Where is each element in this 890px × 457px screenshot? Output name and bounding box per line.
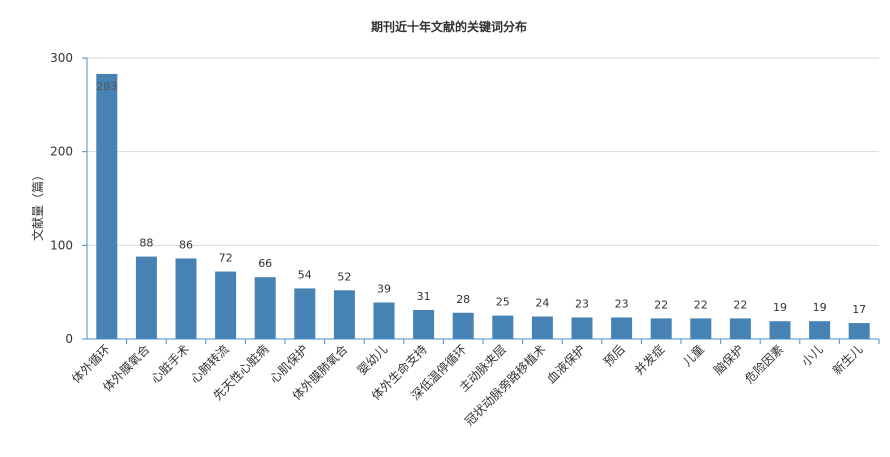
bar bbox=[175, 258, 197, 339]
data-label: 28 bbox=[456, 293, 470, 306]
data-label: 22 bbox=[694, 298, 708, 311]
bar bbox=[333, 290, 355, 339]
x-tick-label: 危险因素 bbox=[742, 342, 787, 387]
y-tick-label: 100 bbox=[50, 238, 73, 252]
bar bbox=[729, 318, 751, 339]
data-label: 23 bbox=[575, 297, 589, 310]
y-axis-label: 文献量（篇） bbox=[30, 169, 45, 241]
bar bbox=[690, 318, 712, 339]
bar bbox=[531, 316, 553, 339]
x-tick-label: 脑保护 bbox=[711, 342, 746, 377]
data-label: 22 bbox=[733, 298, 747, 311]
bar bbox=[413, 309, 435, 339]
data-label: 22 bbox=[654, 298, 668, 311]
data-label: 52 bbox=[337, 270, 351, 283]
bar bbox=[650, 318, 672, 339]
bar bbox=[611, 317, 633, 339]
data-label: 23 bbox=[615, 297, 629, 310]
bar bbox=[848, 323, 870, 339]
chart-title: 期刊近十年文献的关键词分布 bbox=[371, 19, 527, 34]
data-label: 31 bbox=[417, 290, 431, 303]
bar bbox=[769, 321, 791, 339]
bar bbox=[96, 73, 118, 339]
grid-lines bbox=[87, 57, 879, 246]
x-tick-label: 并发症 bbox=[631, 342, 667, 378]
data-label: 88 bbox=[139, 237, 153, 250]
y-tick-label: 0 bbox=[65, 332, 73, 346]
data-label: 72 bbox=[219, 252, 233, 265]
data-label: 17 bbox=[852, 303, 866, 316]
data-label: 66 bbox=[258, 257, 272, 270]
x-tick-label: 小儿 bbox=[799, 342, 826, 369]
y-axis-ticks: 0 100 200 300 bbox=[50, 51, 87, 346]
bar bbox=[492, 315, 514, 339]
bar bbox=[373, 302, 395, 339]
bar bbox=[215, 271, 237, 339]
bar bbox=[294, 288, 316, 339]
bar bbox=[809, 321, 831, 339]
bar bbox=[135, 256, 157, 339]
y-tick-label: 200 bbox=[50, 145, 73, 159]
x-tick-label: 心脏手术 bbox=[148, 342, 193, 387]
x-tick-label: 新生儿 bbox=[829, 342, 865, 378]
x-tick-label: 血液保护 bbox=[544, 342, 589, 387]
bars bbox=[96, 73, 870, 339]
x-tick-label: 婴幼儿 bbox=[355, 342, 390, 377]
data-label: 39 bbox=[377, 282, 391, 295]
data-label: 19 bbox=[773, 301, 787, 314]
x-tick-label: 预后 bbox=[601, 342, 628, 369]
data-label: 86 bbox=[179, 238, 193, 251]
data-label: 19 bbox=[813, 301, 827, 314]
bar bbox=[452, 312, 474, 339]
bar bbox=[254, 277, 276, 339]
y-tick-label: 300 bbox=[50, 51, 73, 65]
data-label: 25 bbox=[496, 296, 510, 309]
data-label: 54 bbox=[298, 268, 312, 281]
data-labels: 283 88 86 72 66 54 52 39 31 28 25 24 23 23 22 22 22 19 19 1… bbox=[96, 80, 866, 316]
bar bbox=[571, 317, 593, 339]
x-tick-label: 儿童 bbox=[679, 342, 707, 370]
data-label: 283 bbox=[96, 80, 117, 93]
data-label: 24 bbox=[535, 297, 549, 310]
